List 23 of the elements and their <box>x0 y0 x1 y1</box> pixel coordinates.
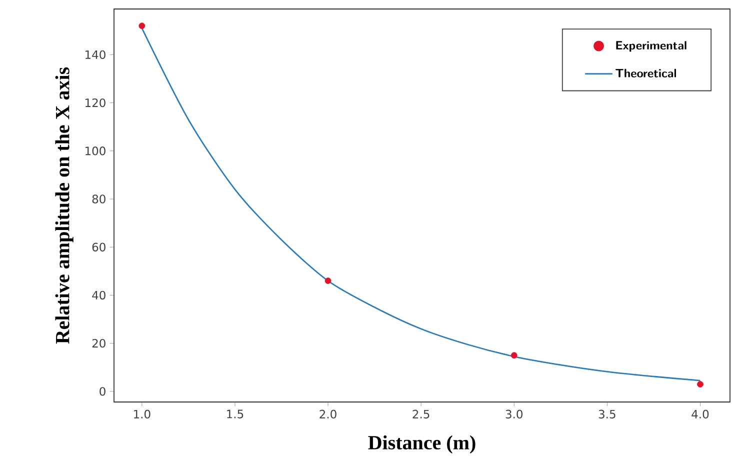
x-tick-label: 2.0 <box>320 410 336 418</box>
y-tick-label: 40 <box>92 290 106 300</box>
y-tick-label: 100 <box>86 146 106 156</box>
y-tick-label: 80 <box>92 194 106 204</box>
x-tick-label: 2.5 <box>412 410 430 418</box>
point <box>324 278 332 284</box>
legend-label: Experimental <box>616 41 686 52</box>
x-tick-label: 3.0 <box>506 410 523 418</box>
point <box>697 381 704 388</box>
y-axis-title: Relative amplitude on the X axis <box>55 67 74 344</box>
x-axis-title: Distance (m) <box>368 435 476 454</box>
x-tick-label: 4.0 <box>692 410 709 418</box>
y-tick-label: 60 <box>92 242 106 252</box>
legend-label: Theoretical <box>616 68 676 78</box>
x-tick-label: 1.0 <box>134 410 150 418</box>
point <box>138 22 146 30</box>
y-tick-label: 0 <box>100 387 106 396</box>
y-tick-label: 140 <box>86 50 106 60</box>
x-tick-label: 1.5 <box>227 410 244 418</box>
y-tick-label: 120 <box>86 98 106 108</box>
y-tick-label: 20 <box>92 338 106 348</box>
x-tick-label: 3.5 <box>598 410 616 418</box>
point <box>510 352 518 359</box>
